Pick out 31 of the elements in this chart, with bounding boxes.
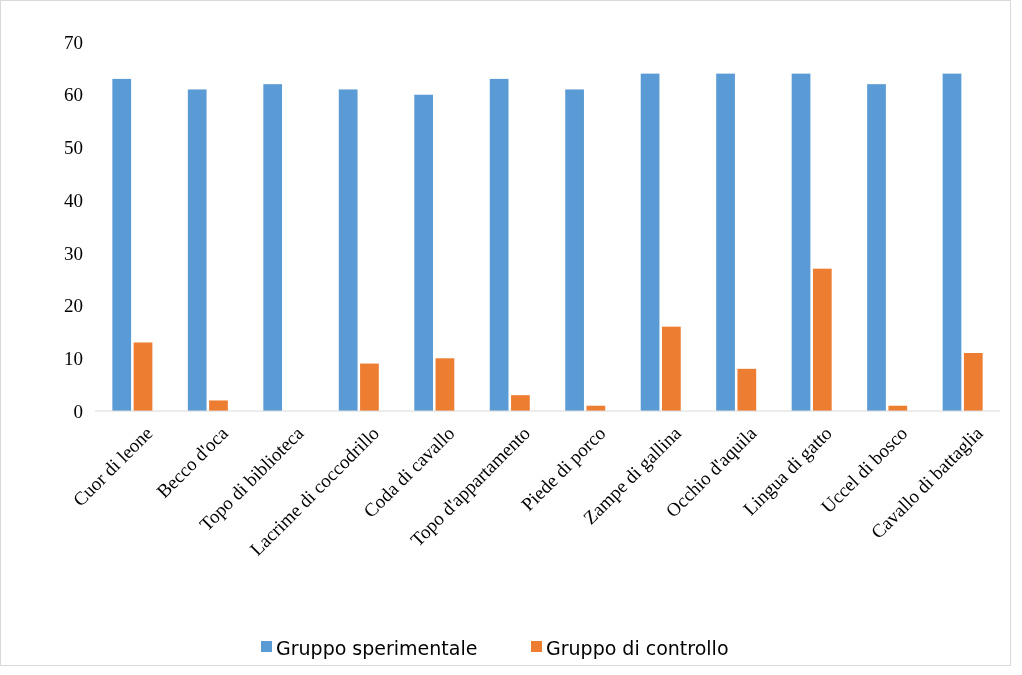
bar	[791, 73, 811, 411]
bar	[737, 368, 757, 411]
bar	[963, 353, 983, 411]
bar	[435, 358, 455, 411]
bar	[338, 89, 358, 411]
y-tick-label: 40	[64, 189, 83, 211]
bar	[112, 78, 132, 411]
bar	[942, 73, 962, 411]
bar	[187, 89, 207, 411]
bar	[716, 73, 735, 411]
legend-label: Gruppo sperimentale	[276, 636, 478, 659]
bar	[209, 400, 228, 411]
y-tick-label: 50	[64, 137, 83, 159]
bar	[812, 268, 832, 411]
bar	[489, 78, 509, 411]
y-tick-label: 0	[73, 400, 83, 422]
bar	[640, 73, 660, 411]
y-tick-label: 30	[64, 242, 83, 264]
y-tick-label: 10	[64, 347, 83, 369]
bar	[133, 342, 153, 411]
bar	[867, 84, 886, 411]
y-tick-label: 60	[64, 84, 83, 106]
legend-label: Gruppo di controllo	[546, 636, 729, 659]
bar	[662, 326, 681, 411]
bar	[565, 89, 584, 411]
bar	[263, 84, 283, 411]
bar	[414, 94, 433, 411]
bar	[360, 363, 379, 411]
y-tick-label: 70	[64, 31, 83, 53]
y-tick-label: 20	[64, 295, 83, 317]
bar	[511, 395, 530, 411]
